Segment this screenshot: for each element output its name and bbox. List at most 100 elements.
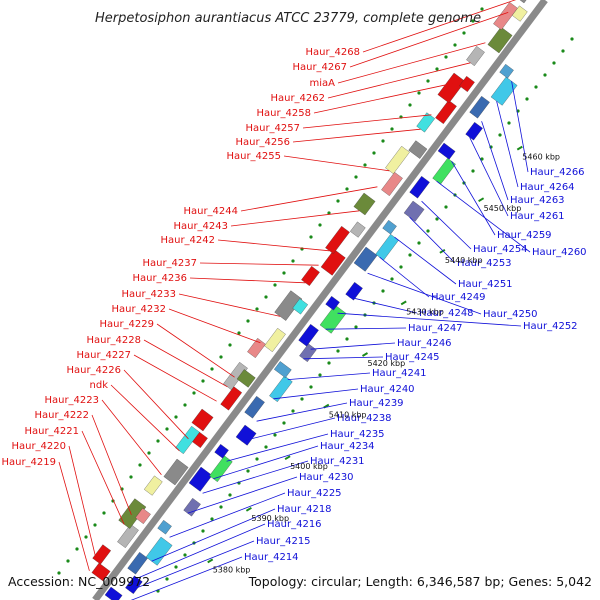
guide-dot xyxy=(345,187,349,191)
guide-dot xyxy=(219,355,223,359)
guide-dot xyxy=(408,103,412,107)
forward-gene-label: Haur_4226 xyxy=(66,365,121,376)
reverse-gene-label: Haur_4247 xyxy=(408,323,463,334)
guide-dot xyxy=(408,253,412,257)
reverse-gene-label: Haur_4259 xyxy=(497,230,552,241)
forward-leader-line xyxy=(178,293,281,317)
forward-gene-block xyxy=(487,26,513,54)
guide-dot xyxy=(57,571,61,575)
guide-dot xyxy=(246,469,250,473)
forward-gene-block xyxy=(416,112,436,133)
reverse-gene-block xyxy=(469,95,490,119)
guide-dot xyxy=(210,367,214,371)
guide-dot xyxy=(219,505,223,509)
forward-gene-label: Haur_4267 xyxy=(292,62,347,73)
guide-dot xyxy=(156,439,160,443)
guide-dot xyxy=(273,283,277,287)
guide-dot xyxy=(345,337,349,341)
guide-dot xyxy=(201,379,205,383)
forward-gene-label: miaA xyxy=(310,78,336,89)
forward-gene-block xyxy=(325,225,350,255)
reverse-leader-line xyxy=(129,540,255,592)
tick-mark xyxy=(361,352,369,357)
guide-dot xyxy=(426,229,430,233)
forward-gene-label: Haur_4237 xyxy=(142,258,197,269)
forward-leader-line xyxy=(292,128,421,143)
reverse-gene-block xyxy=(183,497,201,517)
forward-gene-block xyxy=(91,562,111,582)
reverse-gene-block xyxy=(244,395,265,419)
reverse-leader-line xyxy=(256,402,348,422)
reverse-gene-block xyxy=(382,219,397,235)
forward-gene-block xyxy=(320,249,346,276)
forward-gene-label: Haur_4268 xyxy=(305,47,360,58)
guide-dot xyxy=(174,565,178,569)
reverse-leader-line xyxy=(241,417,336,442)
guide-dot xyxy=(282,421,286,425)
forward-gene-block xyxy=(192,431,208,449)
reverse-leader-line xyxy=(303,356,384,360)
reverse-gene-block xyxy=(269,375,293,403)
reverse-leader-line xyxy=(310,342,396,350)
tick-label: 5390 kbp xyxy=(251,514,289,523)
forward-gene-label: Haur_4220 xyxy=(11,441,66,452)
forward-gene-block xyxy=(385,145,410,175)
forward-gene-label: ndk xyxy=(90,380,109,391)
guide-dot xyxy=(372,151,376,155)
forward-gene-block xyxy=(435,99,457,125)
forward-gene-block xyxy=(459,75,475,93)
guide-dot xyxy=(561,49,565,53)
guide-dot xyxy=(183,553,187,557)
reverse-leader-line xyxy=(226,433,329,462)
reverse-gene-label: Haur_4239 xyxy=(349,398,404,409)
guide-dot xyxy=(336,349,340,353)
forward-leader-line xyxy=(230,210,360,227)
forward-gene-label: Haur_4242 xyxy=(160,235,215,246)
reverse-gene-block xyxy=(465,121,483,141)
guide-dot xyxy=(66,559,70,563)
reverse-leader-line xyxy=(325,327,407,330)
guide-dot xyxy=(462,31,466,35)
reverse-gene-block xyxy=(273,361,292,379)
forward-leader-line xyxy=(110,384,180,452)
forward-leader-line xyxy=(349,12,509,68)
reverse-gene-label: Haur_4264 xyxy=(520,182,575,193)
guide-dot xyxy=(183,403,187,407)
forward-gene-block xyxy=(292,298,309,315)
reverse-gene-label: Haur_4253 xyxy=(457,258,512,269)
reverse-leader-line xyxy=(409,216,456,264)
reverse-leader-line xyxy=(394,236,457,285)
forward-gene-block xyxy=(466,45,485,67)
forward-leader-line xyxy=(81,430,125,525)
forward-gene-label: Haur_4236 xyxy=(132,273,187,284)
reverse-leader-line xyxy=(337,312,522,327)
forward-gene-label: Haur_4223 xyxy=(44,395,99,406)
guide-dot xyxy=(399,265,403,269)
guide-dot xyxy=(300,397,304,401)
guide-dot xyxy=(498,133,502,137)
reverse-gene-label: Haur_4250 xyxy=(483,309,538,320)
reverse-gene-label: Haur_4261 xyxy=(510,211,565,222)
reverse-leader-line xyxy=(496,101,519,188)
forward-leader-line xyxy=(302,114,432,129)
guide-dot xyxy=(129,475,133,479)
guide-dot xyxy=(381,139,385,143)
reverse-gene-label: Haur_4231 xyxy=(310,456,365,467)
guide-dot xyxy=(390,277,394,281)
forward-gene-block xyxy=(236,369,256,388)
reverse-gene-block xyxy=(235,424,257,446)
forward-leader-line xyxy=(58,461,90,571)
reverse-leader-line xyxy=(436,180,531,253)
guide-dot xyxy=(201,529,205,533)
forward-gene-block xyxy=(519,0,527,4)
guide-dot xyxy=(84,535,88,539)
reverse-leader-line xyxy=(202,460,309,494)
guide-dot xyxy=(264,445,268,449)
guide-dot xyxy=(318,223,322,227)
forward-gene-block xyxy=(92,544,112,565)
guide-dot xyxy=(327,361,331,365)
forward-leader-line xyxy=(123,369,189,440)
guide-dot xyxy=(75,547,79,551)
reverse-leader-line xyxy=(379,256,430,298)
guide-dot xyxy=(417,91,421,95)
